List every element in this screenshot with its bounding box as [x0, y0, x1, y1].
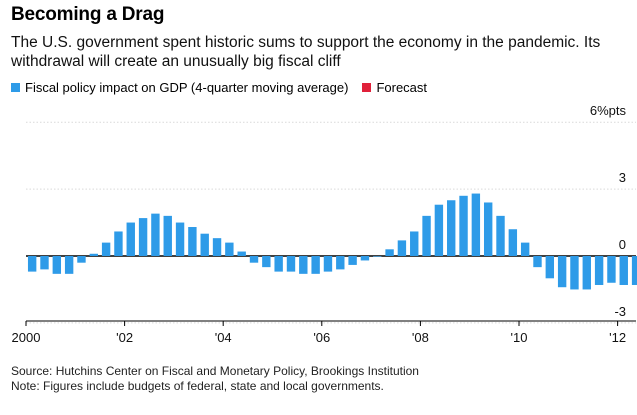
x-tick-label: '02: [116, 330, 133, 345]
bar-fiscal: [114, 231, 123, 256]
bar-fiscal: [27, 256, 37, 272]
y-tick-label: -3: [614, 304, 626, 319]
bar-fiscal: [52, 256, 62, 274]
bar-fiscal: [126, 222, 135, 256]
x-tick-label: '10: [511, 330, 528, 345]
bar-fiscal: [163, 215, 172, 256]
bar-fiscal: [188, 227, 197, 256]
y-tick-label: 0: [619, 237, 626, 252]
bar-fiscal: [582, 256, 591, 290]
bar-fiscal: [373, 256, 382, 257]
bar-fiscal: [594, 256, 604, 285]
source-text: Source: Hutchins Center on Fiscal and Mo…: [11, 364, 419, 378]
y-tick-label: 6%pts: [590, 103, 627, 118]
bar-fiscal: [557, 256, 567, 288]
bar-fiscal: [471, 193, 481, 256]
bar-fiscal: [77, 256, 86, 263]
x-tick-label: 2000: [12, 330, 41, 345]
x-tick-label: '04: [215, 330, 232, 345]
x-tick-label: '12: [609, 330, 626, 345]
bar-fiscal: [336, 256, 345, 270]
chart-subtitle: The U.S. government spent historic sums …: [11, 34, 601, 70]
bar-fiscal: [151, 213, 160, 256]
legend-label-forecast: Forecast: [376, 80, 428, 95]
bar-fiscal: [138, 218, 148, 256]
bar-fiscal: [570, 256, 579, 290]
bar-fiscal: [410, 231, 419, 256]
bar-fiscal: [422, 215, 431, 256]
bar-fiscal: [545, 256, 555, 279]
bar-fiscal: [631, 256, 637, 285]
bar-fiscal: [348, 256, 357, 265]
bar-fiscal: [212, 238, 222, 256]
bar-fiscal: [508, 229, 518, 256]
x-tick-label: '08: [412, 330, 429, 345]
bar-fiscal: [397, 240, 407, 256]
bar-fiscal: [262, 256, 271, 268]
legend-item-forecast: Forecast: [362, 80, 427, 95]
y-axis-ticks: 6%pts 3 0 -3: [590, 103, 627, 319]
legend-label-fiscal: Fiscal policy impact on GDP (4-quarter m…: [25, 80, 349, 95]
bar-fiscal: [175, 222, 185, 256]
bar-fiscal: [249, 256, 259, 263]
source-note: Source: Hutchins Center on Fiscal and Mo…: [11, 364, 419, 394]
y-tick-label: 3: [619, 170, 626, 185]
bar-fiscal: [286, 256, 296, 272]
legend-swatch-forecast: [362, 83, 372, 92]
bar-fiscal: [101, 242, 111, 256]
bar-fiscal: [533, 256, 542, 268]
legend: Fiscal policy impact on GDP (4-quarter m…: [11, 80, 441, 95]
chart-title: Becoming a Drag: [11, 4, 165, 25]
note-text: Note: Figures include budgets of federal…: [11, 379, 384, 393]
bar-fiscal: [311, 256, 320, 274]
bar-fiscal: [64, 256, 74, 274]
bars: [27, 193, 637, 290]
bar-fiscal: [619, 256, 628, 285]
grid-lines: [26, 121, 636, 324]
bar-fiscal: [483, 202, 493, 256]
bar-fiscal: [89, 253, 98, 256]
bar-fiscal: [225, 242, 234, 256]
bar-fiscal: [385, 249, 394, 256]
bar-fiscal: [496, 215, 505, 256]
x-tick-label: '06: [313, 330, 330, 345]
bar-fiscal: [360, 256, 370, 261]
bar-fiscal: [520, 242, 530, 256]
legend-swatch-fiscal: [11, 83, 20, 92]
x-axis-ticks: 2000'02'04'06'08'10'12'14'16'18'202022: [12, 320, 636, 345]
bar-fiscal: [237, 251, 246, 256]
bar-fiscal: [607, 256, 616, 283]
bar-fiscal: [434, 204, 444, 256]
bar-fiscal: [459, 195, 468, 256]
bar-fiscal: [274, 256, 283, 272]
legend-item-fiscal: Fiscal policy impact on GDP (4-quarter m…: [11, 80, 348, 95]
bar-fiscal: [323, 256, 333, 272]
bar-fiscal: [299, 256, 308, 274]
bar-fiscal: [200, 233, 209, 256]
bar-fiscal: [40, 256, 49, 270]
bar-fiscal: [447, 200, 456, 256]
